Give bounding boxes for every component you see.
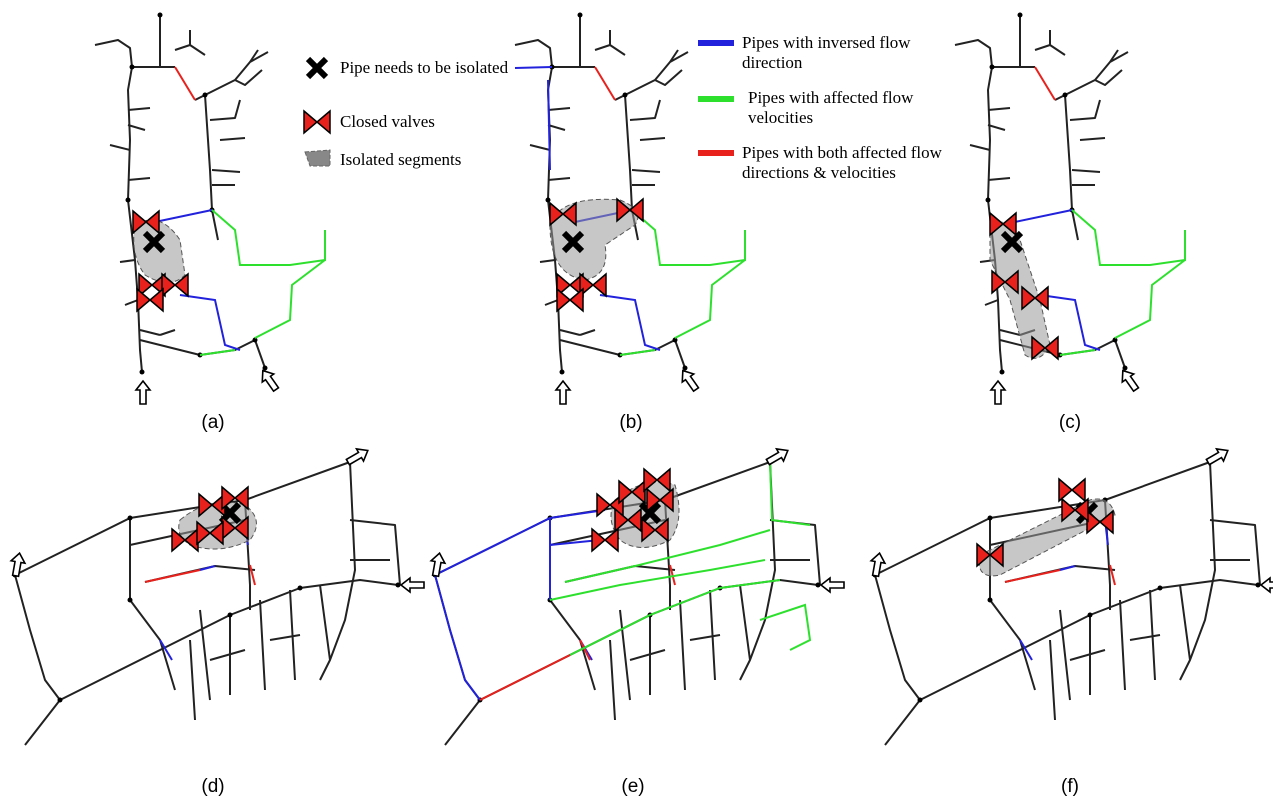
pipe-shape (174, 66, 196, 101)
legend-label: Isolated segments (340, 150, 462, 169)
panel-d (7, 443, 425, 746)
symbol (136, 288, 164, 312)
pipe-shape (479, 564, 676, 701)
pipe-shape (144, 569, 201, 583)
legend-swatch (698, 40, 734, 46)
legend-swatch (698, 150, 734, 156)
pipe-shape (978, 498, 1116, 577)
symbol (400, 577, 425, 593)
symbol (763, 443, 793, 469)
panel-label: (d) (201, 776, 225, 797)
symbol (135, 380, 151, 405)
legend-icons (303, 40, 734, 167)
symbol (1116, 365, 1143, 395)
symbol (676, 365, 703, 395)
symbol (7, 551, 28, 578)
legend-swatch (698, 96, 734, 102)
panel-b (514, 11, 746, 405)
pipe-shape (154, 209, 241, 351)
symbol (427, 551, 448, 578)
pipe-shape (1059, 209, 1186, 356)
symbol (303, 110, 331, 134)
symbol (343, 443, 373, 469)
symbol (1203, 443, 1233, 469)
symbol (867, 551, 888, 578)
symbol (556, 288, 584, 312)
panel-label: (a) (201, 412, 225, 433)
panel-label: (c) (1058, 412, 1082, 433)
panel-f (867, 443, 1273, 746)
panel-e (427, 443, 845, 746)
symbol (256, 365, 283, 395)
symbol (1058, 478, 1086, 502)
panel-a (94, 11, 326, 405)
pipe-shape (619, 209, 746, 356)
legend-label: Pipes with inversed flow direction (742, 33, 911, 72)
pipe-shape (1014, 209, 1101, 351)
panel-c (954, 11, 1186, 405)
pipe-shape (594, 66, 616, 101)
symbol (94, 11, 269, 376)
symbol (308, 59, 326, 77)
pipe-shape (514, 66, 661, 351)
legend-label: Pipes with both affected flow directions… (742, 143, 942, 182)
pipe-shape (304, 149, 331, 167)
panel-label: (b) (619, 412, 643, 433)
pipe-shape (199, 209, 326, 356)
legend-label: Closed valves (340, 112, 435, 131)
legend-label: Pipes with affected flow velocities (748, 88, 914, 127)
pipe-shape (434, 509, 606, 701)
symbol (820, 577, 845, 593)
pipe-shape (549, 461, 812, 656)
pipe-shape (249, 564, 256, 586)
panel-label: (f) (1061, 776, 1079, 797)
panel-label: (e) (621, 776, 645, 797)
pipe-shape (1004, 564, 1116, 586)
symbol (555, 380, 571, 405)
legend-label: Pipe needs to be isolated (340, 58, 509, 77)
pipe-shape (1034, 66, 1056, 101)
symbol (1260, 577, 1273, 593)
symbol (990, 380, 1006, 405)
